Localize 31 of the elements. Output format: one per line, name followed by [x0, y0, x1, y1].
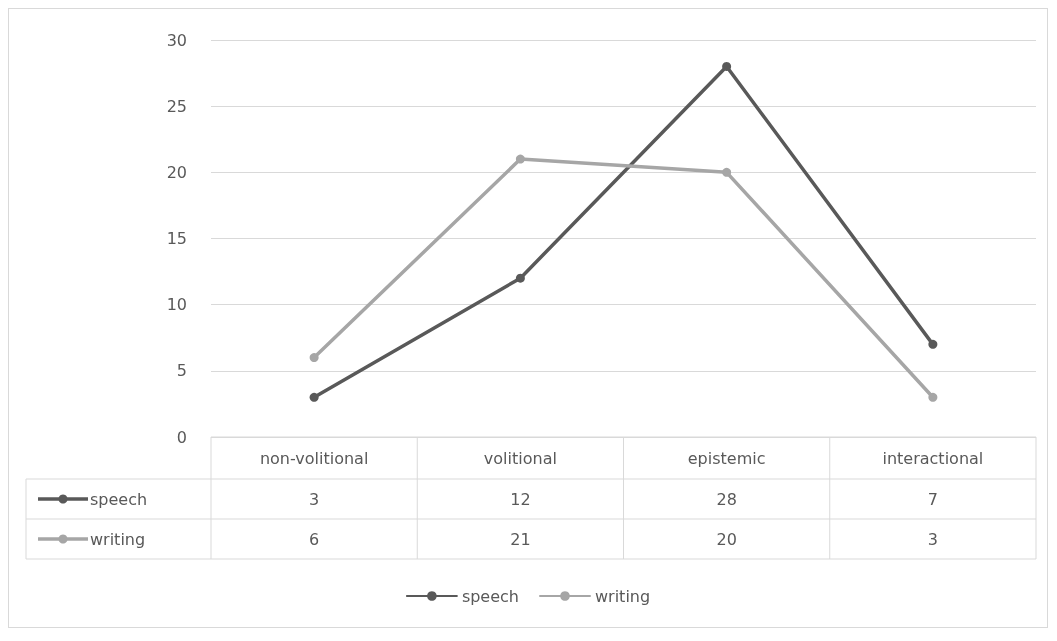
- data-label: 3: [927, 529, 938, 549]
- legend-label: speech: [90, 489, 148, 509]
- data-label: 21: [510, 529, 531, 549]
- point: [309, 353, 319, 363]
- data-label: 3: [309, 489, 320, 509]
- point: [928, 339, 938, 349]
- data-label: 6: [309, 529, 320, 549]
- point: [515, 154, 525, 164]
- point: [309, 392, 319, 402]
- x-tick-label: epistemic: [687, 448, 766, 468]
- x-tick-label: non-volitional: [259, 448, 369, 468]
- point: [515, 273, 525, 283]
- point: [722, 61, 732, 71]
- point: [928, 392, 938, 402]
- legend-label: writing: [595, 586, 651, 606]
- x-tick-label: interactional: [882, 448, 984, 468]
- text: writing: [90, 529, 146, 549]
- y-tick-label: 0: [176, 427, 187, 447]
- point: [722, 167, 732, 177]
- data-label: 28: [716, 489, 737, 509]
- y-tick-label: 20: [166, 162, 187, 182]
- data-label: 7: [927, 489, 938, 509]
- y-tick-label: 10: [166, 295, 187, 315]
- y-tick-label: 5: [176, 361, 187, 381]
- y-tick-label: 25: [166, 96, 187, 116]
- y-tick-label: 15: [166, 229, 187, 248]
- data-label: 20: [716, 529, 737, 549]
- y-tick-label: 30: [166, 30, 187, 50]
- data-label: 12: [510, 489, 531, 509]
- text: speech: [461, 586, 519, 606]
- x-tick-label: volitional: [483, 448, 557, 468]
